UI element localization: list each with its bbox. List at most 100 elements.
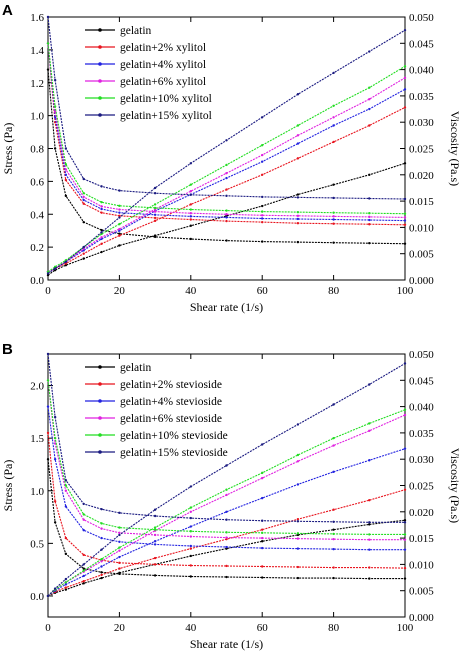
y-right-tick-label: 0.030 bbox=[409, 454, 434, 466]
viscosity-point bbox=[403, 548, 407, 551]
viscosity-point bbox=[100, 571, 103, 574]
legend-marker bbox=[98, 365, 102, 369]
viscosity-point bbox=[100, 200, 103, 204]
stress-point bbox=[403, 413, 407, 417]
stress-point bbox=[46, 273, 50, 277]
y-right-tick-label: 0.030 bbox=[409, 117, 434, 129]
legend-label: gelatin+10% xylitol bbox=[120, 93, 212, 105]
legend-marker bbox=[98, 28, 102, 32]
y-right-tick-label: 0.015 bbox=[409, 196, 434, 208]
legend-marker bbox=[98, 399, 102, 403]
stress-point bbox=[100, 573, 103, 577]
viscosity-point bbox=[118, 561, 121, 565]
viscosity-point bbox=[225, 239, 228, 242]
stress-point bbox=[82, 257, 85, 260]
viscosity-point bbox=[261, 546, 264, 550]
stress-point bbox=[261, 471, 264, 475]
viscosity-point bbox=[46, 15, 50, 19]
viscosity-point bbox=[82, 202, 85, 205]
viscosity-point bbox=[368, 577, 371, 580]
stress-point bbox=[261, 144, 264, 147]
stress-point bbox=[153, 556, 157, 560]
stress-point bbox=[46, 594, 50, 598]
viscosity-point bbox=[53, 105, 57, 108]
viscosity-point bbox=[53, 78, 57, 82]
stress-point bbox=[332, 183, 335, 186]
viscosity-point bbox=[64, 178, 68, 182]
viscosity-point bbox=[53, 147, 57, 150]
viscosity-point bbox=[296, 565, 300, 569]
viscosity-point bbox=[82, 195, 85, 199]
x-axis-label: Shear rate (1/s) bbox=[190, 637, 263, 651]
stress-point bbox=[332, 528, 335, 531]
stress-point bbox=[261, 476, 264, 480]
viscosity-point bbox=[332, 576, 335, 580]
x-tick-label: 100 bbox=[397, 285, 414, 297]
viscosity-point bbox=[332, 547, 335, 551]
stress-point bbox=[118, 533, 121, 537]
y-right-tick-label: 0.035 bbox=[409, 91, 434, 103]
viscosity-point bbox=[296, 217, 300, 221]
viscosity-point bbox=[368, 211, 371, 215]
legend-label: gelatin+4% xylitol bbox=[120, 59, 206, 71]
viscosity-point bbox=[296, 537, 300, 540]
x-tick-label: 80 bbox=[328, 285, 340, 297]
viscosity-point bbox=[332, 222, 335, 225]
viscosity-point bbox=[332, 532, 335, 536]
y-right-tick-label: 0.035 bbox=[409, 428, 434, 440]
viscosity-point bbox=[261, 214, 264, 217]
viscosity-point bbox=[46, 405, 50, 408]
stress-series-line bbox=[47, 519, 406, 597]
viscosity-series-line bbox=[47, 432, 406, 569]
stress-point bbox=[332, 444, 335, 447]
x-tick-label: 40 bbox=[185, 622, 197, 634]
stress-point bbox=[332, 403, 335, 406]
viscosity-point bbox=[53, 415, 57, 419]
stress-point bbox=[118, 549, 121, 552]
stress-point bbox=[261, 443, 264, 446]
stress-point bbox=[53, 267, 57, 270]
stress-point bbox=[64, 586, 68, 589]
stress-point bbox=[118, 244, 121, 247]
viscosity-point bbox=[82, 513, 85, 516]
viscosity-point bbox=[225, 531, 228, 534]
viscosity-point bbox=[189, 218, 192, 221]
stress-point bbox=[261, 153, 264, 157]
viscosity-point bbox=[46, 42, 50, 45]
stress-point bbox=[189, 162, 192, 165]
viscosity-point bbox=[64, 163, 68, 166]
stress-point bbox=[153, 219, 157, 223]
viscosity-point bbox=[189, 530, 192, 533]
viscosity-point bbox=[261, 519, 264, 522]
y-left-tick-label: 0.6 bbox=[30, 176, 44, 188]
legend-label: gelatin bbox=[120, 362, 152, 374]
viscosity-point bbox=[403, 521, 407, 524]
stress-point bbox=[64, 264, 68, 267]
viscosity-point bbox=[82, 502, 85, 506]
viscosity-series-line bbox=[47, 43, 406, 222]
legend-label: gelatin+4% stevioside bbox=[120, 396, 222, 408]
viscosity-point bbox=[225, 216, 228, 219]
viscosity-point bbox=[82, 518, 85, 521]
y-right-tick-label: 0.010 bbox=[409, 559, 434, 571]
viscosity-point bbox=[261, 531, 264, 535]
viscosity-point bbox=[403, 223, 407, 226]
y-left-tick-label: 2.0 bbox=[30, 381, 44, 393]
viscosity-point bbox=[368, 215, 371, 219]
viscosity-point bbox=[225, 194, 228, 198]
viscosity-point bbox=[153, 216, 157, 220]
stress-point bbox=[368, 383, 371, 386]
stress-point bbox=[261, 160, 264, 163]
y-right-tick-label: 0.015 bbox=[409, 533, 434, 545]
stress-point bbox=[368, 86, 371, 89]
stress-point bbox=[403, 76, 407, 80]
legend-label: gelatin+6% xylitol bbox=[120, 76, 206, 88]
viscosity-point bbox=[189, 516, 192, 520]
y-left-axis-label: Stress (Pa) bbox=[1, 460, 15, 512]
stress-point bbox=[53, 265, 57, 269]
x-tick-label: 0 bbox=[45, 285, 51, 297]
x-tick-label: 60 bbox=[257, 622, 269, 634]
viscosity-series-line bbox=[47, 406, 405, 551]
viscosity-series-line bbox=[47, 380, 405, 541]
x-axis-label: Shear rate (1/s) bbox=[190, 300, 263, 314]
